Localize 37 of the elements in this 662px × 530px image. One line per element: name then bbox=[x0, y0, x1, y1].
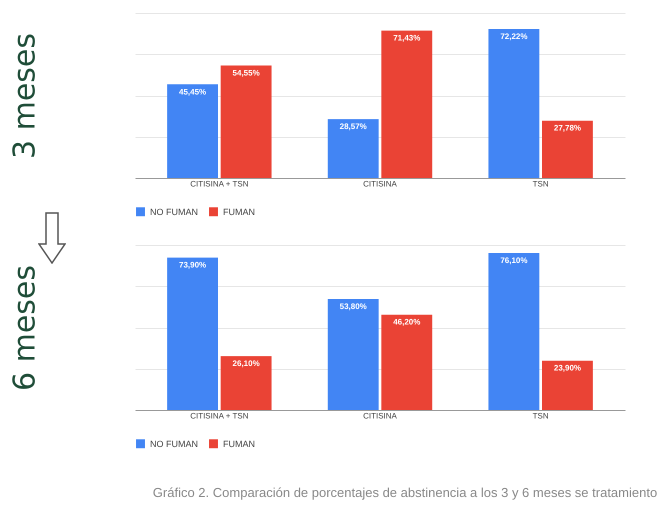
x-tick-label: CITISINA + TSN bbox=[190, 412, 249, 420]
bar bbox=[167, 84, 218, 178]
bar bbox=[488, 253, 540, 410]
data-label: 27,78% bbox=[554, 124, 581, 133]
data-label: 72,22% bbox=[500, 32, 528, 42]
data-label: 53,80% bbox=[340, 302, 367, 312]
bar bbox=[381, 30, 432, 178]
y-axis-title: 3 meses bbox=[8, 32, 42, 160]
bar bbox=[328, 299, 379, 410]
bar bbox=[328, 119, 379, 178]
data-label: 71,43% bbox=[393, 34, 420, 43]
bar bbox=[488, 29, 540, 178]
data-label: 28,57% bbox=[340, 122, 367, 132]
data-label: 26,10% bbox=[232, 359, 260, 368]
data-label: 46,20% bbox=[393, 318, 420, 327]
legend-label: NO FUMAN bbox=[150, 206, 198, 217]
data-label: 45,45% bbox=[179, 87, 206, 96]
x-tick-label: CITISINA bbox=[363, 180, 398, 188]
legend-label: NO FUMAN bbox=[150, 438, 198, 449]
text: Gráfico 2. Comparación de porcentajes de abstinencia a los 3 y 6 meses se tratamiento bbox=[152, 484, 658, 502]
legend-label: FUMAN bbox=[223, 206, 255, 217]
x-tick-label: CITISINA + TSN bbox=[190, 180, 249, 188]
legend-label: FUMAN bbox=[223, 438, 255, 449]
data-label: 76,10% bbox=[500, 256, 528, 266]
x-tick-label: CITISINA bbox=[363, 412, 398, 420]
bar bbox=[220, 356, 272, 410]
bar bbox=[542, 120, 593, 178]
data-label: 54,55% bbox=[232, 68, 260, 78]
data-label: 73,90% bbox=[179, 260, 206, 270]
x-tick-label: TSN bbox=[532, 412, 549, 420]
bar bbox=[220, 65, 272, 178]
x-tick-label: TSN bbox=[532, 180, 549, 188]
bar bbox=[167, 258, 218, 410]
data-label: 23,90% bbox=[554, 364, 581, 373]
bar bbox=[542, 360, 593, 410]
bar bbox=[381, 314, 432, 410]
y-axis-title: 6 meses bbox=[8, 264, 42, 392]
